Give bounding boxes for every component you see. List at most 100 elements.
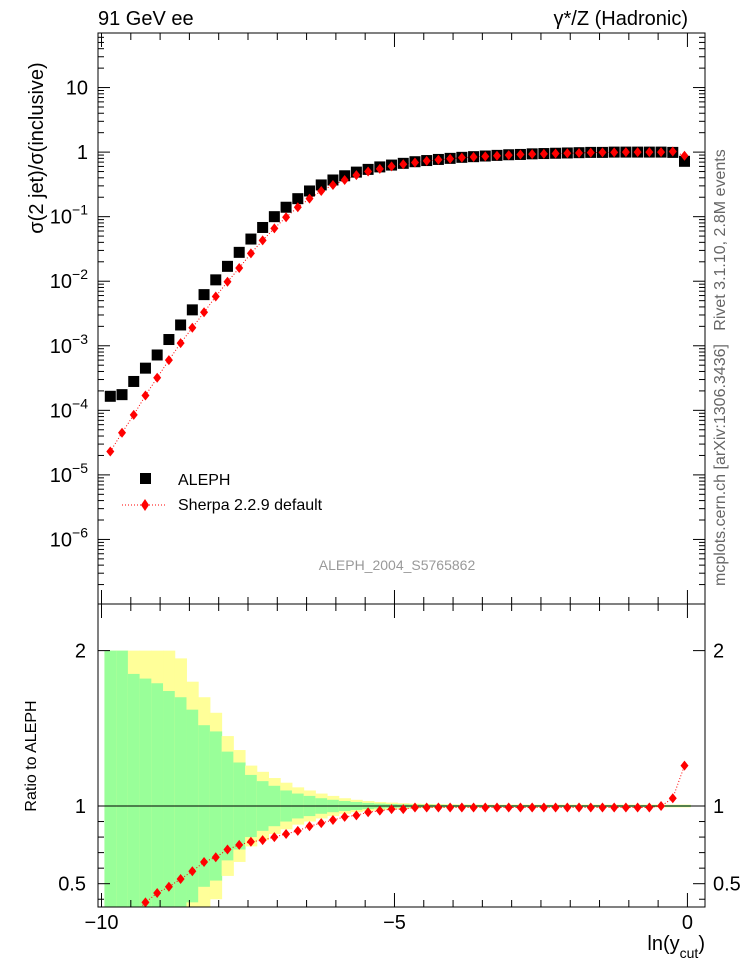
sherpa-ratio-point <box>364 807 373 818</box>
sherpa-ratio-point <box>434 802 443 813</box>
main-y-tick-label: 10−5 <box>50 460 88 487</box>
aleph-data-point <box>139 362 151 374</box>
sherpa-ratio-point <box>176 874 185 885</box>
sherpa-ratio-point <box>469 802 478 813</box>
sherpa-ratio-point <box>399 804 408 815</box>
sherpa-data-point <box>246 248 255 259</box>
sherpa-data-point <box>387 161 396 172</box>
sherpa-data-point <box>434 154 443 165</box>
x-axis-ticks: −10 −5 0 <box>85 33 693 934</box>
sherpa-ratio-point <box>258 835 267 846</box>
sherpa-ratio-point <box>200 856 209 867</box>
main-y-axis-title: σ(2 jet)/σ(inclusive) <box>26 62 48 233</box>
sherpa-ratio-point <box>539 802 548 813</box>
sherpa-data-point <box>645 147 654 158</box>
main-data-layer <box>104 146 690 457</box>
sherpa-data-point <box>235 263 244 274</box>
legend: ALEPH Sherpa 2.2.9 default <box>122 472 323 514</box>
sherpa-data-point <box>575 147 584 158</box>
sherpa-data-point <box>258 235 267 246</box>
aleph-data-point <box>198 289 210 301</box>
ratio-band-inner <box>151 683 164 907</box>
aleph-data-point <box>304 185 316 197</box>
mcplots-label: mcplots.cern.ch [arXiv:1306.3436] <box>712 344 729 586</box>
aleph-data-point <box>104 390 116 402</box>
sherpa-data-point <box>340 174 349 185</box>
aleph-data-point <box>151 349 163 361</box>
aleph-data-point <box>175 319 187 331</box>
sherpa-data-point <box>293 202 302 213</box>
legend-sherpa-marker <box>141 499 149 511</box>
main-y-tick-label: 10−2 <box>50 266 88 293</box>
sherpa-data-point <box>129 409 138 420</box>
sherpa-ratio-point <box>305 821 314 832</box>
ratio-y-tick-label-right: 1 <box>713 796 724 818</box>
aleph-data-point <box>280 201 292 213</box>
sherpa-ratio-point <box>586 802 595 813</box>
ratio-band-inner <box>127 673 141 907</box>
sherpa-data-point <box>528 149 537 160</box>
sherpa-data-point <box>516 149 525 160</box>
main-y-tick-label: 10−6 <box>50 524 88 551</box>
aleph-data-point <box>221 260 233 272</box>
sherpa-data-point <box>457 152 466 163</box>
sherpa-ratio-point <box>130 910 138 920</box>
sherpa-data-point <box>680 150 689 161</box>
sherpa-ratio-point <box>528 802 537 813</box>
sherpa-data-point <box>563 148 572 159</box>
ratio-data-layer <box>98 760 705 920</box>
sherpa-ratio-point <box>633 802 642 813</box>
main-y-tick-label: 1 <box>77 142 88 164</box>
sherpa-ratio-point <box>328 814 337 825</box>
sherpa-ratio-point <box>188 866 197 877</box>
sherpa-ratio-point <box>375 805 384 816</box>
sherpa-data-point <box>270 223 279 234</box>
sherpa-data-point <box>657 147 666 158</box>
sherpa-main-line <box>109 151 685 452</box>
sherpa-ratio-point <box>270 832 279 843</box>
sherpa-data-point <box>211 291 220 302</box>
sherpa-ratio-point <box>493 802 502 813</box>
sherpa-data-point <box>422 155 431 166</box>
aleph-data-point <box>245 233 257 245</box>
ratio-frame <box>97 603 706 908</box>
sherpa-data-point <box>164 355 173 366</box>
sherpa-ratio-point <box>164 881 173 892</box>
x-tick-label: −5 <box>383 912 406 934</box>
aleph-data-point <box>128 375 140 387</box>
sherpa-data-point <box>188 322 197 333</box>
sherpa-data-point <box>200 307 209 318</box>
legend-aleph-label: ALEPH <box>178 472 230 489</box>
sherpa-data-point <box>153 372 162 383</box>
aleph-data-point <box>233 246 245 258</box>
sherpa-data-point <box>586 147 595 158</box>
aleph-data-point <box>257 221 269 233</box>
sherpa-ratio-point <box>575 802 584 813</box>
legend-sherpa-label: Sherpa 2.2.9 default <box>178 497 323 514</box>
sherpa-ratio-point <box>352 810 361 821</box>
sherpa-ratio-point <box>563 802 572 813</box>
sherpa-data-point <box>399 159 408 170</box>
sherpa-data-point <box>352 170 361 181</box>
sherpa-ratio-point <box>293 825 302 836</box>
ratio-y-tick-label: 2 <box>75 641 86 663</box>
sherpa-ratio-point <box>340 811 349 822</box>
ratio-panel: 0.5 0.5 1 1 2 2 <box>58 603 741 920</box>
sherpa-ratio-point <box>598 802 607 813</box>
x-tick-label: 0 <box>682 912 693 934</box>
main-y-tick-label: 10 <box>66 78 88 100</box>
sherpa-data-point <box>539 148 548 159</box>
aleph-data-point <box>292 193 304 205</box>
sherpa-ratio-point <box>657 801 666 811</box>
main-panel: 10−6 10−5 10−4 10−3 10−2 10−1 1 10 ALEPH_2004_S… <box>50 32 706 605</box>
sherpa-data-point <box>598 147 607 158</box>
main-frame <box>97 32 706 605</box>
sherpa-data-point <box>118 427 127 438</box>
sherpa-ratio-point <box>551 802 560 813</box>
sherpa-data-point <box>469 151 478 162</box>
sherpa-data-point <box>223 276 232 287</box>
sherpa-ratio-point <box>141 897 150 907</box>
sherpa-ratio-point <box>504 802 513 813</box>
ratio-y-tick-label-right: 0.5 <box>713 874 741 896</box>
